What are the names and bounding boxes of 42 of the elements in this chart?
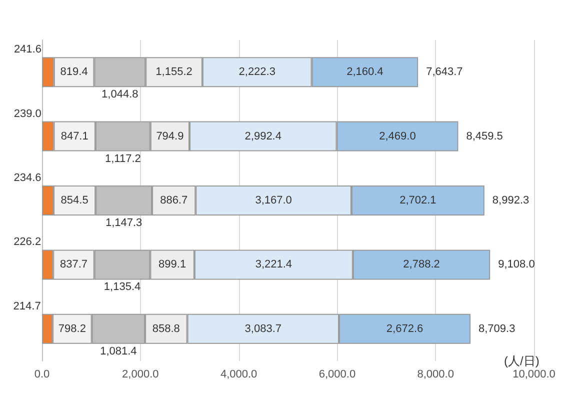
- data-label: 1,044.8: [102, 88, 138, 101]
- x-tick-label: 6,000.0: [318, 368, 356, 380]
- x-tick-label: 4,000.0: [220, 368, 258, 380]
- data-label: 3,221.4: [255, 258, 292, 271]
- data-label: 886.7: [160, 194, 188, 206]
- data-label: 794.9: [156, 130, 184, 142]
- data-label: 241.6: [14, 44, 42, 56]
- data-label: 837.7: [60, 258, 88, 271]
- x-axis-title: (人/日): [504, 354, 540, 368]
- data-label: 819.4: [60, 66, 88, 78]
- data-label: 858.8: [152, 322, 180, 335]
- total-label: 8,709.3: [478, 322, 516, 335]
- total-label: 9,108.0: [498, 258, 535, 271]
- data-label: 798.2: [58, 322, 86, 335]
- data-label: 1,081.4: [100, 345, 137, 358]
- data-label: 2,992.4: [244, 130, 282, 142]
- data-label: 234.6: [14, 172, 42, 184]
- data-label: 1,147.3: [105, 217, 142, 229]
- total-label: 8,459.5: [466, 130, 503, 142]
- data-label: 847.1: [60, 130, 88, 142]
- data-label: 226.2: [14, 236, 42, 248]
- data-label: 2,672.6: [386, 322, 424, 335]
- data-label: 3,167.0: [255, 194, 292, 206]
- data-label: 1,155.2: [156, 66, 192, 78]
- total-label: 7,643.7: [426, 66, 463, 78]
- data-label: 239.0: [14, 108, 42, 120]
- x-tick-label: 0.0: [34, 368, 50, 380]
- data-label: 2,469.0: [379, 130, 416, 142]
- x-tick-label: 8,000.0: [417, 368, 454, 380]
- data-label: 3,083.7: [244, 322, 282, 335]
- data-label: 2,702.1: [400, 194, 436, 206]
- data-label: 1,135.4: [104, 281, 141, 294]
- data-label: 214.7: [13, 300, 41, 312]
- x-tick-label: 10,000.0: [512, 368, 556, 380]
- data-label: 1,117.2: [104, 152, 141, 165]
- data-label: 2,222.3: [238, 66, 276, 78]
- data-label: 2,788.2: [403, 258, 440, 271]
- data-label: 854.5: [60, 194, 88, 206]
- x-tick-label: 2,000.0: [122, 368, 159, 380]
- total-label: 8,992.3: [492, 194, 530, 206]
- data-label: 2,160.4: [346, 66, 384, 78]
- data-label: 899.1: [158, 258, 186, 271]
